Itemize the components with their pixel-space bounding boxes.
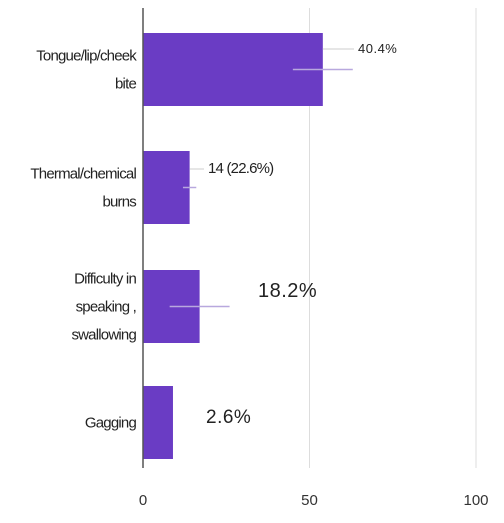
category-label: Tongue/lip/cheek bite [36, 48, 137, 93]
data-labels: 40.4% 14 (22.6%) 18.2% 2.6% [189, 41, 397, 428]
category-label-line: Gagging [85, 415, 137, 432]
bar [143, 386, 173, 459]
category-labels: Tongue/lip/cheek bite Thermal/chemical burn… [30, 48, 138, 432]
gridlines [309, 8, 477, 468]
data-label: 2.6% [206, 407, 251, 428]
data-label: 14 (22.6%) [208, 160, 274, 177]
bar [143, 151, 190, 224]
category-label-line: Thermal/chemical [30, 166, 136, 183]
category-label-line: Tongue/lip/cheek [36, 48, 137, 65]
x-tick-label: 50 [301, 492, 318, 509]
category-label-line: Difficulty in [74, 271, 136, 288]
category-label: Difficulty in speaking , swallowing [71, 271, 136, 344]
bars [143, 33, 323, 459]
category-label-line: speaking , [76, 299, 136, 316]
category-label: Gagging [85, 415, 137, 432]
x-tick-label: 0 [139, 492, 147, 509]
category-label-line: burns [102, 194, 136, 211]
x-tick-labels: 0 50 100 [139, 492, 489, 509]
data-label: 18.2% [258, 280, 317, 302]
category-label: Thermal/chemical burns [30, 166, 136, 211]
category-label-line: bite [115, 76, 136, 93]
x-tick-label: 100 [463, 492, 488, 509]
data-label: 40.4% [358, 41, 397, 56]
category-label-line: swallowing [71, 327, 136, 344]
error-bars [169, 68, 353, 308]
